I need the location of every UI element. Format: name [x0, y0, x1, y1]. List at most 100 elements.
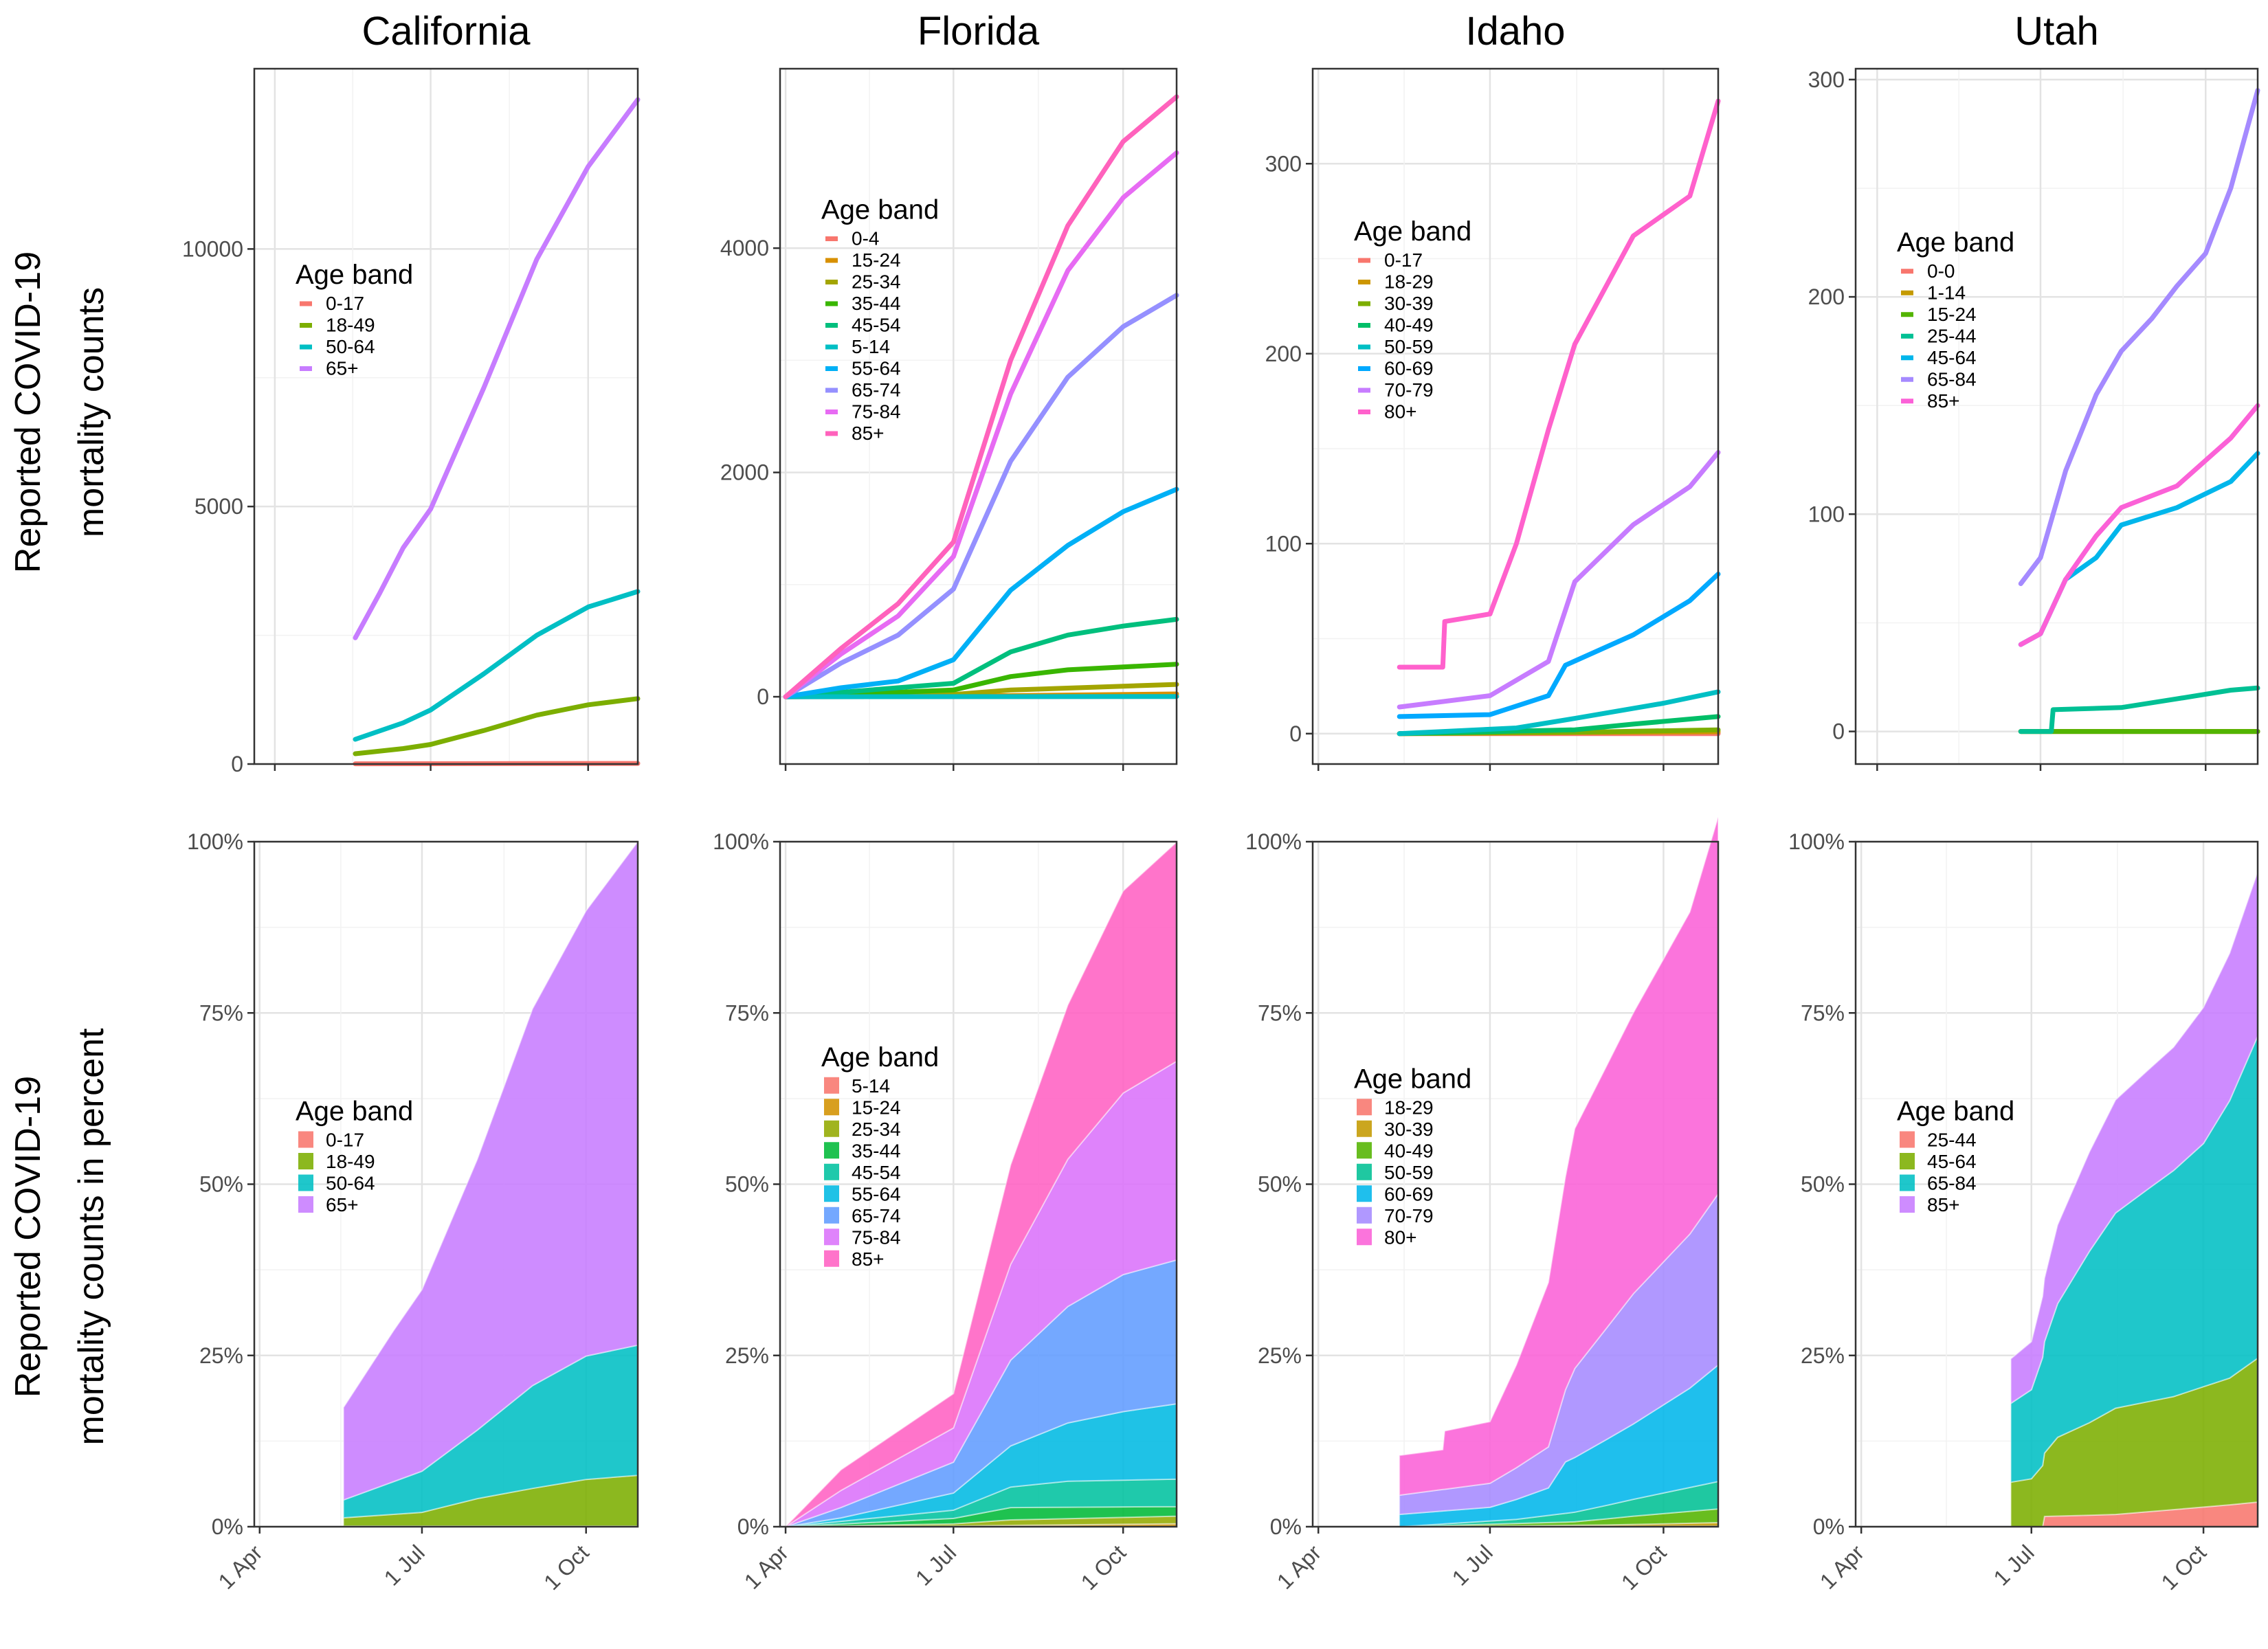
y-tick-label: 0: [757, 684, 769, 709]
legend-label: 85+: [1927, 390, 1960, 412]
legend-label: 18-49: [326, 1151, 375, 1172]
legend-key: [824, 1120, 839, 1137]
y-tick-label: 0: [1289, 721, 1302, 746]
legend-key: [824, 1250, 839, 1267]
y-tick-label: 100%: [1788, 829, 1845, 854]
legend-title: Age band: [821, 1042, 939, 1073]
legend-label: 25-44: [1927, 325, 1977, 346]
y-tick-label: 5000: [194, 494, 243, 519]
legend-label: 60-69: [1384, 358, 1434, 379]
legend-label: 50-64: [326, 336, 375, 357]
series-line-70-79: [1397, 450, 1721, 710]
panel-border: [253, 67, 639, 765]
legend-label: 15-24: [1927, 304, 1977, 325]
series-line-50-59: [1397, 689, 1721, 737]
legend-key: [1357, 1099, 1372, 1116]
legend-label: 0-4: [852, 228, 879, 249]
series-line-80+: [1397, 98, 1721, 670]
panel-border: [1854, 67, 2259, 765]
y-tick-label: 0%: [1270, 1514, 1302, 1539]
legend-label: 85+: [1927, 1194, 1960, 1215]
panel-border: [779, 67, 1178, 765]
legend-label: 65-84: [1927, 368, 1977, 390]
y-tick-label: 75%: [1801, 1000, 1845, 1025]
y-tick-label: 75%: [1258, 1000, 1302, 1025]
y-tick-label: 50%: [199, 1172, 243, 1197]
series-group: [2018, 88, 2260, 734]
x-axis: [1876, 764, 2207, 771]
y-tick-label: 10000: [182, 236, 243, 261]
legend-label: 25-34: [852, 1119, 901, 1140]
y-tick-label: 25%: [1801, 1343, 1845, 1368]
y-tick-label: 100%: [187, 829, 243, 854]
y-tick-label: 25%: [725, 1343, 769, 1368]
legend-label: 0-17: [326, 1130, 364, 1151]
legend-label: 30-39: [1384, 1119, 1434, 1140]
y-axis: 0% 25% 50% 75% 100%: [1245, 829, 1313, 1539]
y-tick-label: 4000: [720, 236, 769, 260]
legend-label: 75-84: [852, 1226, 901, 1248]
legend-label: 45-54: [852, 1162, 901, 1183]
series-group: [2010, 871, 2258, 1527]
y-tick-label: 200: [1808, 284, 1845, 309]
y-tick-label: 100%: [1245, 829, 1302, 854]
legend-key: [1357, 1229, 1372, 1246]
row-labels: Reported COVID-19 mortality counts Repor…: [8, 251, 111, 1446]
legend-key: [1357, 1185, 1372, 1202]
series-line-55-64: [783, 486, 1179, 699]
legend-key: [824, 1207, 839, 1224]
row-label-percent-line1: Reported COVID-19: [8, 1076, 48, 1398]
row-label-counts-line2: mortality counts: [71, 287, 111, 537]
legend-key: [298, 1174, 313, 1191]
series-line-75-84: [783, 150, 1179, 699]
legend-label: 70-79: [1384, 1205, 1434, 1226]
legend-key: [1900, 1153, 1915, 1169]
series-line-85+: [783, 94, 1179, 699]
legend-label: 55-64: [852, 358, 901, 379]
legend-key: [1357, 1163, 1372, 1180]
legend-title: Age band: [296, 1097, 413, 1127]
legend-label: 35-44: [852, 293, 901, 314]
legend-key: [824, 1099, 839, 1116]
legend-key: [1357, 1142, 1372, 1159]
legend-label: 5-14: [852, 1075, 890, 1097]
legend-title: Age band: [1354, 216, 1471, 247]
y-tick-label: 0%: [737, 1514, 769, 1539]
legend-label: 0-17: [326, 293, 364, 314]
panel-florida-counts: 0 2000 4000 Florida Age band 0-415-2425-3435-…: [720, 9, 1179, 771]
y-tick-label: 75%: [199, 1000, 243, 1025]
legend-key: [824, 1077, 839, 1094]
y-tick-label: 0%: [212, 1514, 243, 1539]
legend-label: 45-54: [852, 315, 901, 336]
legend-label: 55-64: [852, 1183, 901, 1204]
panel-utah-counts: 0 100 200 300 Utah Age band0-01-1415-2425-444…: [1808, 9, 2260, 771]
y-axis: 0 2000 4000: [720, 236, 780, 709]
row-label-percent-line2: mortality counts in percent: [71, 1028, 111, 1445]
row-label-counts-line1: Reported COVID-19: [8, 251, 48, 573]
y-tick-label: 75%: [725, 1000, 769, 1025]
legend-label: 1-14: [1927, 282, 1966, 303]
legend-label: 15-24: [852, 249, 901, 271]
legend-label: 85+: [852, 1248, 885, 1270]
legend-key: [1357, 1207, 1372, 1224]
series-line-85+: [2018, 403, 2260, 647]
legend-label: 65-84: [1927, 1173, 1977, 1194]
legend-label: 65+: [326, 1194, 359, 1215]
legend-key: [824, 1185, 839, 1202]
legend-label: 80+: [1384, 401, 1417, 423]
legend-key: [824, 1163, 839, 1180]
legend-label: 0-17: [1384, 249, 1423, 271]
y-tick-label: 50%: [725, 1172, 769, 1197]
series-line-45-54: [783, 616, 1179, 699]
series-group: [342, 839, 638, 1527]
gridlines: [1856, 69, 2258, 764]
legend-label: 70-79: [1384, 379, 1434, 401]
legend-label: 50-64: [326, 1173, 375, 1194]
legend-key: [824, 1142, 839, 1159]
facet-title-utah: Utah: [2014, 9, 2099, 54]
